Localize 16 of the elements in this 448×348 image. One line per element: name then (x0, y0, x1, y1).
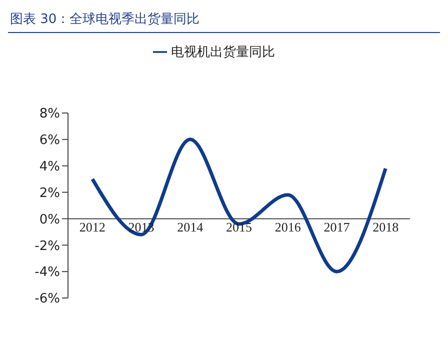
x-tick-label: 2014 (177, 220, 204, 235)
x-tick-label: 2018 (372, 220, 399, 235)
legend-label: 电视机出货量同比 (171, 45, 275, 60)
x-tick-label: 2016 (274, 220, 302, 235)
x-tick-label: 2012 (79, 220, 106, 235)
y-tick-label: 0% (39, 212, 60, 228)
y-tick-label: -6% (34, 292, 60, 307)
chart-title: 图表 30：全球电视季出货量同比 (8, 8, 440, 33)
y-tick-label: -4% (34, 265, 60, 280)
x-tick-label: 2015 (226, 220, 252, 235)
y-tick-label: 8% (39, 106, 60, 122)
y-tick-label: 4% (39, 159, 60, 174)
x-tick-label: 2017 (324, 220, 350, 235)
y-tick-label: 2% (39, 186, 60, 201)
y-tick-label: 6% (39, 133, 60, 148)
y-tick-label: -2% (34, 238, 60, 254)
